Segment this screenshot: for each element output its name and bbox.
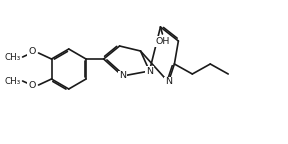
Text: N: N xyxy=(119,72,126,80)
Text: OH: OH xyxy=(155,37,170,46)
Text: N: N xyxy=(165,77,172,87)
Text: CH₃: CH₃ xyxy=(4,54,21,62)
Text: CH₃: CH₃ xyxy=(4,76,21,86)
Text: O: O xyxy=(28,82,35,90)
Text: O: O xyxy=(28,48,35,56)
Text: N: N xyxy=(146,67,153,75)
